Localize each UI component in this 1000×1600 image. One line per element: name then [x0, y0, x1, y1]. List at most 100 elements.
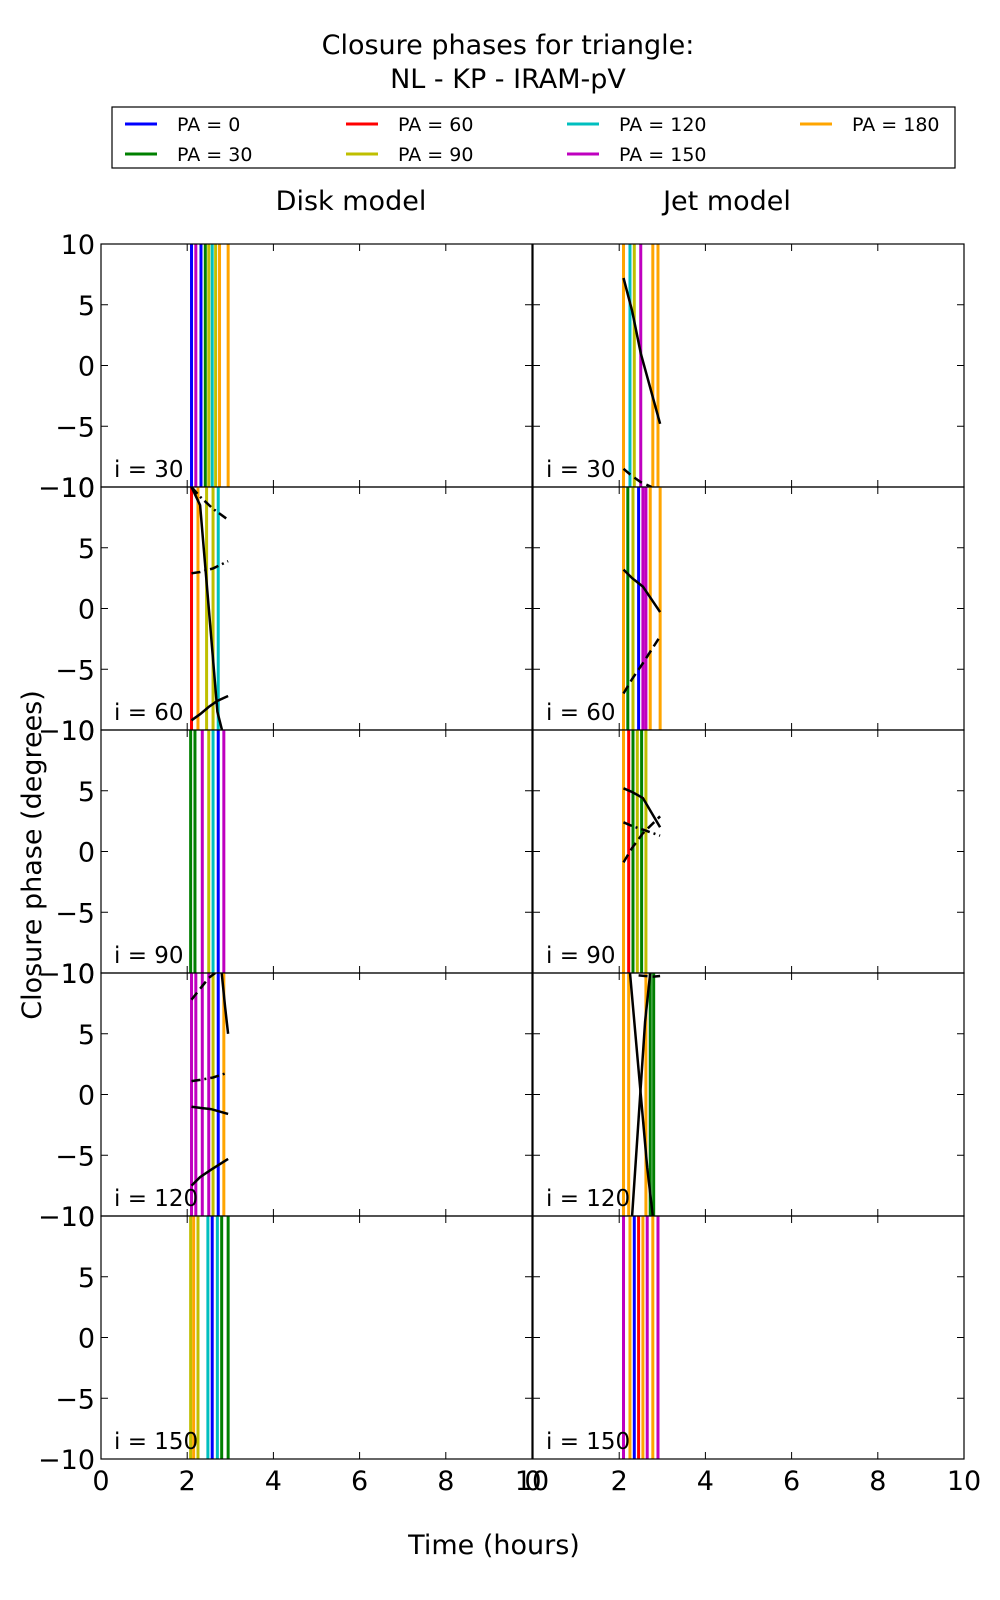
- y-tick-label: −5: [55, 1141, 95, 1172]
- closure-phase-curve: [191, 1071, 229, 1083]
- panel-plot-area: [622, 1216, 660, 1459]
- y-tick-label: −10: [38, 716, 95, 747]
- panel-plot-area: [190, 487, 229, 730]
- x-tick-label: 2: [611, 1466, 628, 1497]
- closure-phase-curve: [628, 973, 655, 1216]
- x-tick-label: 6: [351, 1466, 368, 1497]
- x-tick-label: 0: [92, 1466, 109, 1497]
- y-tick-label: 10: [61, 1202, 95, 1233]
- closure-phase-curve: [638, 974, 661, 978]
- x-tick-label: 2: [179, 1466, 196, 1497]
- x-tick-label: 10: [515, 1466, 549, 1497]
- panel-0-1: i = 30: [532, 243, 965, 488]
- panel-plot-area: [622, 244, 662, 487]
- y-tick-label: −5: [55, 1384, 95, 1415]
- panel-plot-area: [622, 487, 662, 730]
- panel-frame: [532, 972, 965, 1217]
- legend-label: PA = 0: [177, 114, 240, 136]
- closure-phase-curve: [622, 815, 661, 864]
- inclination-label: i = 30: [546, 457, 616, 483]
- closure-phase-curve: [622, 467, 653, 487]
- inclination-label: i = 120: [114, 1186, 198, 1212]
- closure-phase-curve: [190, 694, 229, 722]
- panel-2-0: i = 90 −10 −5 0 5 10: [38, 716, 533, 990]
- y-tick-label: −5: [55, 898, 95, 929]
- panel-2-1: i = 90: [532, 729, 965, 974]
- y-tick-label: 10: [61, 959, 95, 990]
- panel-plot-area: [190, 244, 230, 487]
- y-tick-label: 5: [78, 291, 95, 322]
- inclination-label: i = 150: [546, 1429, 630, 1455]
- y-axis-label: Closure phase (degrees): [17, 690, 48, 1020]
- panel-plot-area: [622, 730, 662, 973]
- panel-frame: [532, 729, 965, 974]
- panel-plot-area: [190, 973, 230, 1216]
- legend: PA = 0 PA = 60 PA = 120 PA = 180 PA = 30 PA =…: [111, 106, 956, 169]
- panel-frame: [532, 486, 965, 731]
- closure-phase-curve: [623, 787, 662, 828]
- y-tick-label: 5: [78, 1263, 95, 1294]
- y-tick-label: 0: [78, 1324, 95, 1355]
- closure-phase-curve: [622, 568, 662, 613]
- inclination-label: i = 90: [114, 943, 184, 969]
- panel-0-0: i = 30 −10 −5 0 5 10: [38, 230, 533, 504]
- panel-frame: [100, 1215, 533, 1460]
- y-tick-label: 10: [61, 716, 95, 747]
- legend-label: PA = 180: [852, 114, 940, 136]
- y-tick-label: −10: [38, 473, 95, 504]
- closure-phase-curve: [622, 277, 662, 425]
- panel-1-0: i = 60 −10 −5 0 5 10: [38, 473, 533, 747]
- legend-label: PA = 60: [398, 114, 473, 136]
- y-tick-label: −5: [55, 412, 95, 443]
- inclination-label: i = 60: [114, 700, 184, 726]
- closure-phase-curve: [190, 973, 216, 1001]
- panel-frame: [100, 486, 533, 731]
- y-tick-label: −10: [38, 1202, 95, 1233]
- inclination-label: i = 30: [114, 457, 184, 483]
- inclination-label: i = 90: [546, 943, 616, 969]
- y-tick-label: −10: [38, 959, 95, 990]
- chart-title-line2: NL - KP - IRAM-pV: [390, 64, 626, 95]
- panel-3-0: i = 120 −10 −5 0 5 10: [38, 959, 533, 1233]
- closure-phase-curve: [190, 487, 229, 521]
- legend-label: PA = 150: [619, 144, 707, 166]
- x-tick-label: 4: [265, 1466, 282, 1497]
- closure-phase-curve: [190, 1157, 229, 1187]
- x-tick-label: 8: [869, 1466, 886, 1497]
- closure-phase-curve: [622, 635, 662, 695]
- y-tick-label: −10: [38, 1445, 95, 1476]
- panel-1-1: i = 60: [532, 486, 965, 731]
- x-tick-label: 8: [437, 1466, 454, 1497]
- x-tick-label: 0: [524, 1466, 541, 1497]
- inclination-label: i = 120: [546, 1186, 630, 1212]
- y-tick-label: 5: [78, 1020, 95, 1051]
- x-tick-label: 10: [947, 1466, 981, 1497]
- panel-frame: [532, 1215, 965, 1460]
- y-tick-label: 10: [61, 473, 95, 504]
- legend-label: PA = 90: [398, 144, 473, 166]
- x-tick-label: 4: [697, 1466, 714, 1497]
- x-tick-label: 6: [783, 1466, 800, 1497]
- y-tick-label: 0: [78, 595, 95, 626]
- y-tick-label: 0: [78, 1081, 95, 1112]
- column-title-jet: Jet model: [661, 186, 791, 217]
- y-tick-label: 0: [78, 352, 95, 383]
- closure-phase-curve: [623, 821, 661, 837]
- y-tick-label: 0: [78, 838, 95, 869]
- closure-phase-curve: [190, 487, 224, 730]
- panel-frame: [532, 243, 965, 488]
- closure-phase-curve: [220, 973, 230, 1034]
- inclination-label: i = 150: [114, 1429, 198, 1455]
- column-title-disk: Disk model: [276, 186, 427, 217]
- panel-plot-area: [189, 730, 226, 973]
- panel-frame: [100, 729, 533, 974]
- x-axis-label: Time (hours): [407, 1530, 580, 1561]
- legend-label: PA = 120: [619, 114, 707, 136]
- y-tick-label: 5: [78, 534, 95, 565]
- panel-frame: [100, 243, 533, 488]
- legend-frame: [111, 106, 956, 169]
- closure-phase-curve: [191, 559, 229, 575]
- panel-3-1: i = 120: [532, 972, 965, 1217]
